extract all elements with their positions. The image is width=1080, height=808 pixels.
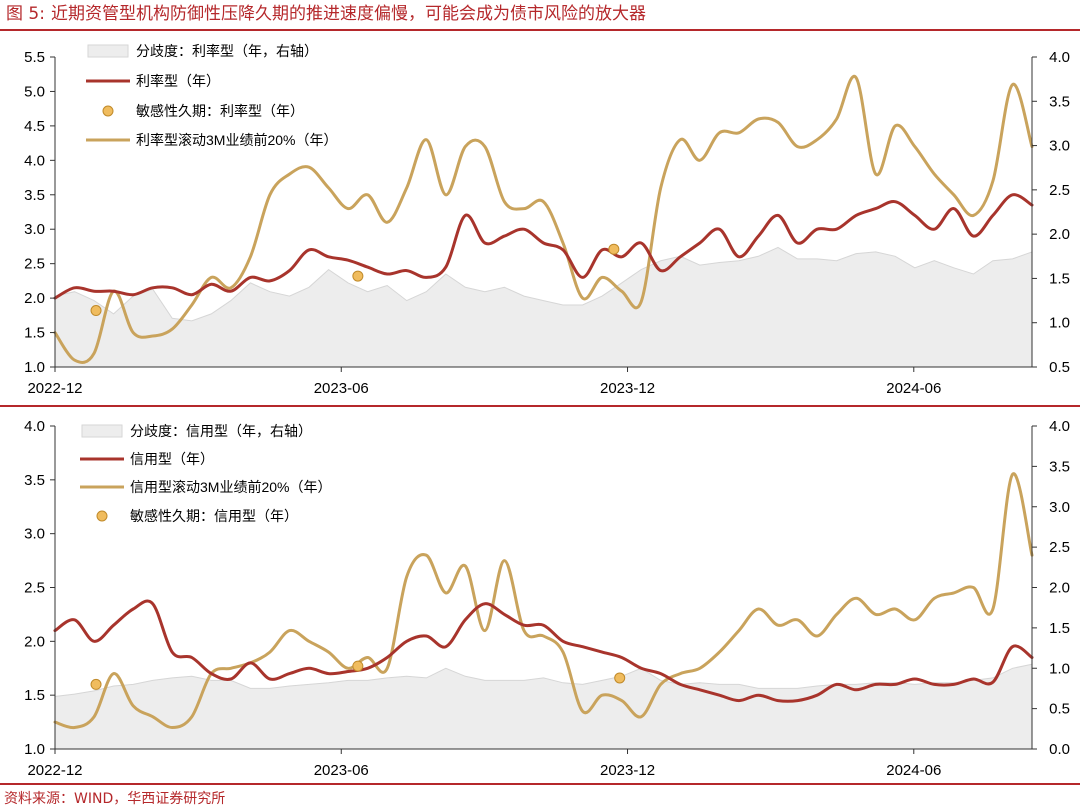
figure-title-text: 近期资管型机构防御性压降久期的推进速度偏慢，可能会成为债市风险的放大器	[50, 4, 646, 24]
divergence-area-series	[54, 246, 1033, 368]
y-right-tick-label: 0.5	[1049, 701, 1070, 718]
legend-label: 敏感性久期：利率型（年）	[136, 103, 304, 119]
x-tick-label: 2022-12	[27, 762, 82, 779]
x-tick-label: 2023-06	[314, 762, 369, 779]
y-left-tick-label: 4.0	[24, 418, 45, 435]
legend-swatch-dot	[102, 105, 114, 117]
legend-label: 分歧度：信用型（年，右轴）	[130, 423, 312, 439]
x-tick-label: 2023-12	[600, 380, 655, 397]
legend-item: 敏感性久期：信用型（年）	[96, 508, 298, 524]
y-left-tick-label: 5.0	[24, 83, 45, 100]
y-right-tick-label: 3.5	[1049, 458, 1070, 475]
x-tick-label: 2024-06	[886, 762, 941, 779]
legend-item: 利率型滚动3M业绩前20%（年）	[86, 132, 337, 148]
legend-item: 信用型滚动3M业绩前20%（年）	[80, 479, 331, 495]
duration-line-series	[53, 193, 1034, 300]
rate-duration-chart: 1.0 1.5 2.0 2.5 3.0 3.5 4.0 4.5 5.0 5.5 0.5 1.0 1.5 2…	[24, 43, 1070, 397]
y-right-tick-label: 4.0	[1049, 49, 1070, 66]
y-right-tick-label: 4.0	[1049, 418, 1070, 435]
y-right-tick-label: 1.0	[1049, 315, 1070, 332]
y-right-tick-label: 2.0	[1049, 580, 1070, 597]
legend-item: 分歧度：信用型（年，右轴）	[81, 423, 312, 439]
source-note: 资料来源：WIND，华西证券研究所	[4, 791, 226, 807]
credit-duration-chart: 1.0 1.5 2.0 2.5 3.0 3.5 4.0 0.0 0.5 1.0 1.5 2.0 2.5 3…	[24, 418, 1070, 779]
source-rule	[0, 783, 1080, 785]
y-left-tick-label: 5.5	[24, 49, 45, 66]
sensitivity-duration-point	[608, 243, 620, 255]
legend-label: 利率型（年）	[136, 73, 220, 89]
x-tick-label: 2023-12	[600, 762, 655, 779]
divergence-area-series	[54, 663, 1033, 750]
y-left-tick-label: 2.5	[24, 256, 45, 273]
sensitivity-duration-point	[90, 305, 102, 317]
legend-label: 利率型滚动3M业绩前20%（年）	[136, 132, 337, 148]
y-right-tick-label: 3.0	[1049, 499, 1070, 516]
y-left-tick-label: 2.5	[24, 580, 45, 597]
legend-label: 敏感性久期：信用型（年）	[130, 508, 298, 524]
top20-line-series	[53, 472, 1034, 730]
top20-line-series	[53, 74, 1034, 364]
y-right-tick-label: 1.5	[1049, 270, 1070, 287]
legend-swatch-area	[81, 424, 123, 438]
y-right-tick-label: 2.0	[1049, 226, 1070, 243]
legend-item: 利率型（年）	[86, 73, 220, 89]
legend-label: 分歧度：利率型（年，右轴）	[136, 43, 318, 59]
y-left-tick-label: 3.0	[24, 526, 45, 543]
y-left-tick-label: 4.0	[24, 152, 45, 169]
y-right-tick-label: 3.0	[1049, 138, 1070, 155]
y-right-tick-label: 2.5	[1049, 182, 1070, 199]
legend-label: 信用型滚动3M业绩前20%（年）	[130, 479, 331, 495]
chart-divider	[0, 405, 1080, 407]
axes-frame	[54, 57, 1033, 368]
x-tick-label: 2024-06	[886, 380, 941, 397]
x-tick-label: 2023-06	[314, 380, 369, 397]
figure-number: 图 5:	[6, 4, 45, 24]
x-tick-label: 2022-12	[27, 380, 82, 397]
y-right-tick-label: 0.5	[1049, 359, 1070, 376]
y-left-tick-label: 3.5	[24, 472, 45, 489]
legend-swatch-area	[87, 44, 129, 58]
title-rule	[0, 29, 1080, 31]
y-left-tick-label: 4.5	[24, 118, 45, 135]
legend-label: 信用型（年）	[130, 451, 214, 467]
y-left-tick-label: 1.0	[24, 741, 45, 758]
sensitivity-duration-point	[352, 660, 364, 672]
sensitivity-duration-point	[614, 672, 626, 684]
y-left-tick-label: 1.5	[24, 687, 45, 704]
legend-swatch-dot	[96, 510, 108, 522]
y-left-tick-label: 1.0	[24, 359, 45, 376]
y-right-tick-label: 2.5	[1049, 539, 1070, 556]
figure-title: 图 5: 近期资管型机构防御性压降久期的推进速度偏慢，可能会成为债市风险的放大器	[6, 3, 646, 25]
sensitivity-duration-point	[352, 270, 364, 282]
y-left-tick-label: 1.5	[24, 325, 45, 342]
legend-item: 分歧度：利率型（年，右轴）	[87, 43, 318, 59]
sensitivity-duration-point	[90, 678, 102, 690]
y-right-tick-label: 1.0	[1049, 660, 1070, 677]
y-left-tick-label: 2.0	[24, 633, 45, 650]
y-right-tick-label: 0.0	[1049, 741, 1070, 758]
y-left-tick-label: 3.0	[24, 221, 45, 238]
y-left-tick-label: 3.5	[24, 187, 45, 204]
legend-item: 信用型（年）	[80, 451, 214, 467]
y-right-tick-label: 3.5	[1049, 93, 1070, 110]
y-right-tick-label: 1.5	[1049, 620, 1070, 637]
duration-line-series	[53, 599, 1034, 703]
y-left-tick-label: 2.0	[24, 290, 45, 307]
legend-item: 敏感性久期：利率型（年）	[102, 103, 304, 119]
